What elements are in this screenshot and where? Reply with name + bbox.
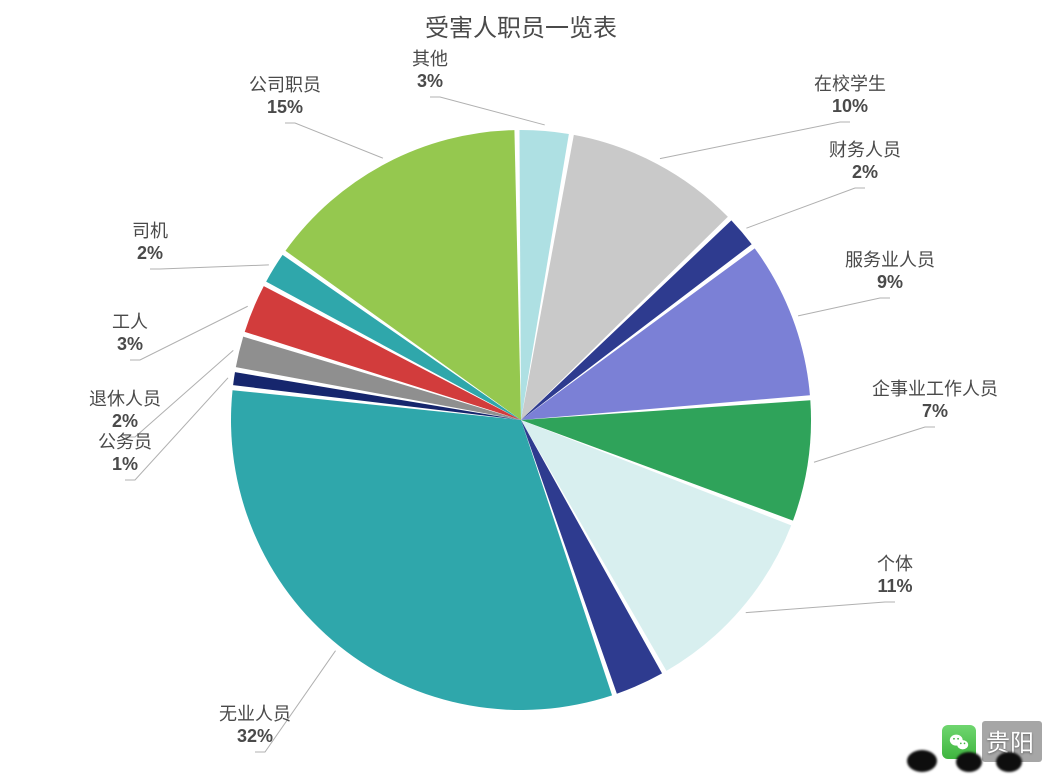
slice-label-name: 服务业人员 xyxy=(845,250,935,270)
leader-line xyxy=(660,122,850,159)
leader-line xyxy=(746,602,895,613)
leader-line xyxy=(746,188,865,228)
leader-line xyxy=(814,427,935,462)
artifact-blob xyxy=(996,752,1022,772)
slice-label-name: 财务人员 xyxy=(829,140,901,160)
slice-label-pct: 1% xyxy=(112,454,138,474)
leader-line xyxy=(150,265,269,269)
artifact-blob xyxy=(907,750,937,772)
pie-chart: 受害人职员一览表在校学生10%财务人员2%服务业人员9%企事业工作人员7%个体1… xyxy=(0,0,1042,782)
artifact-blob xyxy=(956,752,982,772)
slice-label-pct: 7% xyxy=(922,401,948,421)
slice-label-name: 工人 xyxy=(112,312,148,332)
slice-label-name: 在校学生 xyxy=(814,74,886,94)
slice-label-name: 司机 xyxy=(132,221,168,241)
slice-label-pct: 11% xyxy=(877,576,912,596)
slice-label-pct: 2% xyxy=(112,411,138,431)
slice-label-name: 公司职员 xyxy=(249,75,321,95)
pie-slices xyxy=(231,130,811,710)
slice-label-name: 个体 xyxy=(877,554,913,574)
slice-label-pct: 3% xyxy=(417,71,443,91)
slice-label-pct: 15% xyxy=(267,97,303,117)
chart-title: 受害人职员一览表 xyxy=(425,15,617,42)
slice-label-pct: 10% xyxy=(832,96,868,116)
slice-label-pct: 2% xyxy=(852,162,878,182)
leader-line xyxy=(430,97,545,125)
slice-label-pct: 3% xyxy=(117,334,143,354)
slice-label-name: 其他 xyxy=(412,49,448,69)
slice-label-name: 无业人员 xyxy=(219,704,291,724)
slice-label-name: 企事业工作人员 xyxy=(872,379,998,399)
leader-line xyxy=(285,123,383,158)
slice-label-name: 退休人员 xyxy=(89,389,161,409)
slice-label-name: 公务员 xyxy=(98,432,152,452)
slice-label-pct: 2% xyxy=(137,243,163,263)
slice-label-pct: 32% xyxy=(237,726,273,746)
leader-line xyxy=(798,298,890,316)
slice-label-pct: 9% xyxy=(877,272,903,292)
